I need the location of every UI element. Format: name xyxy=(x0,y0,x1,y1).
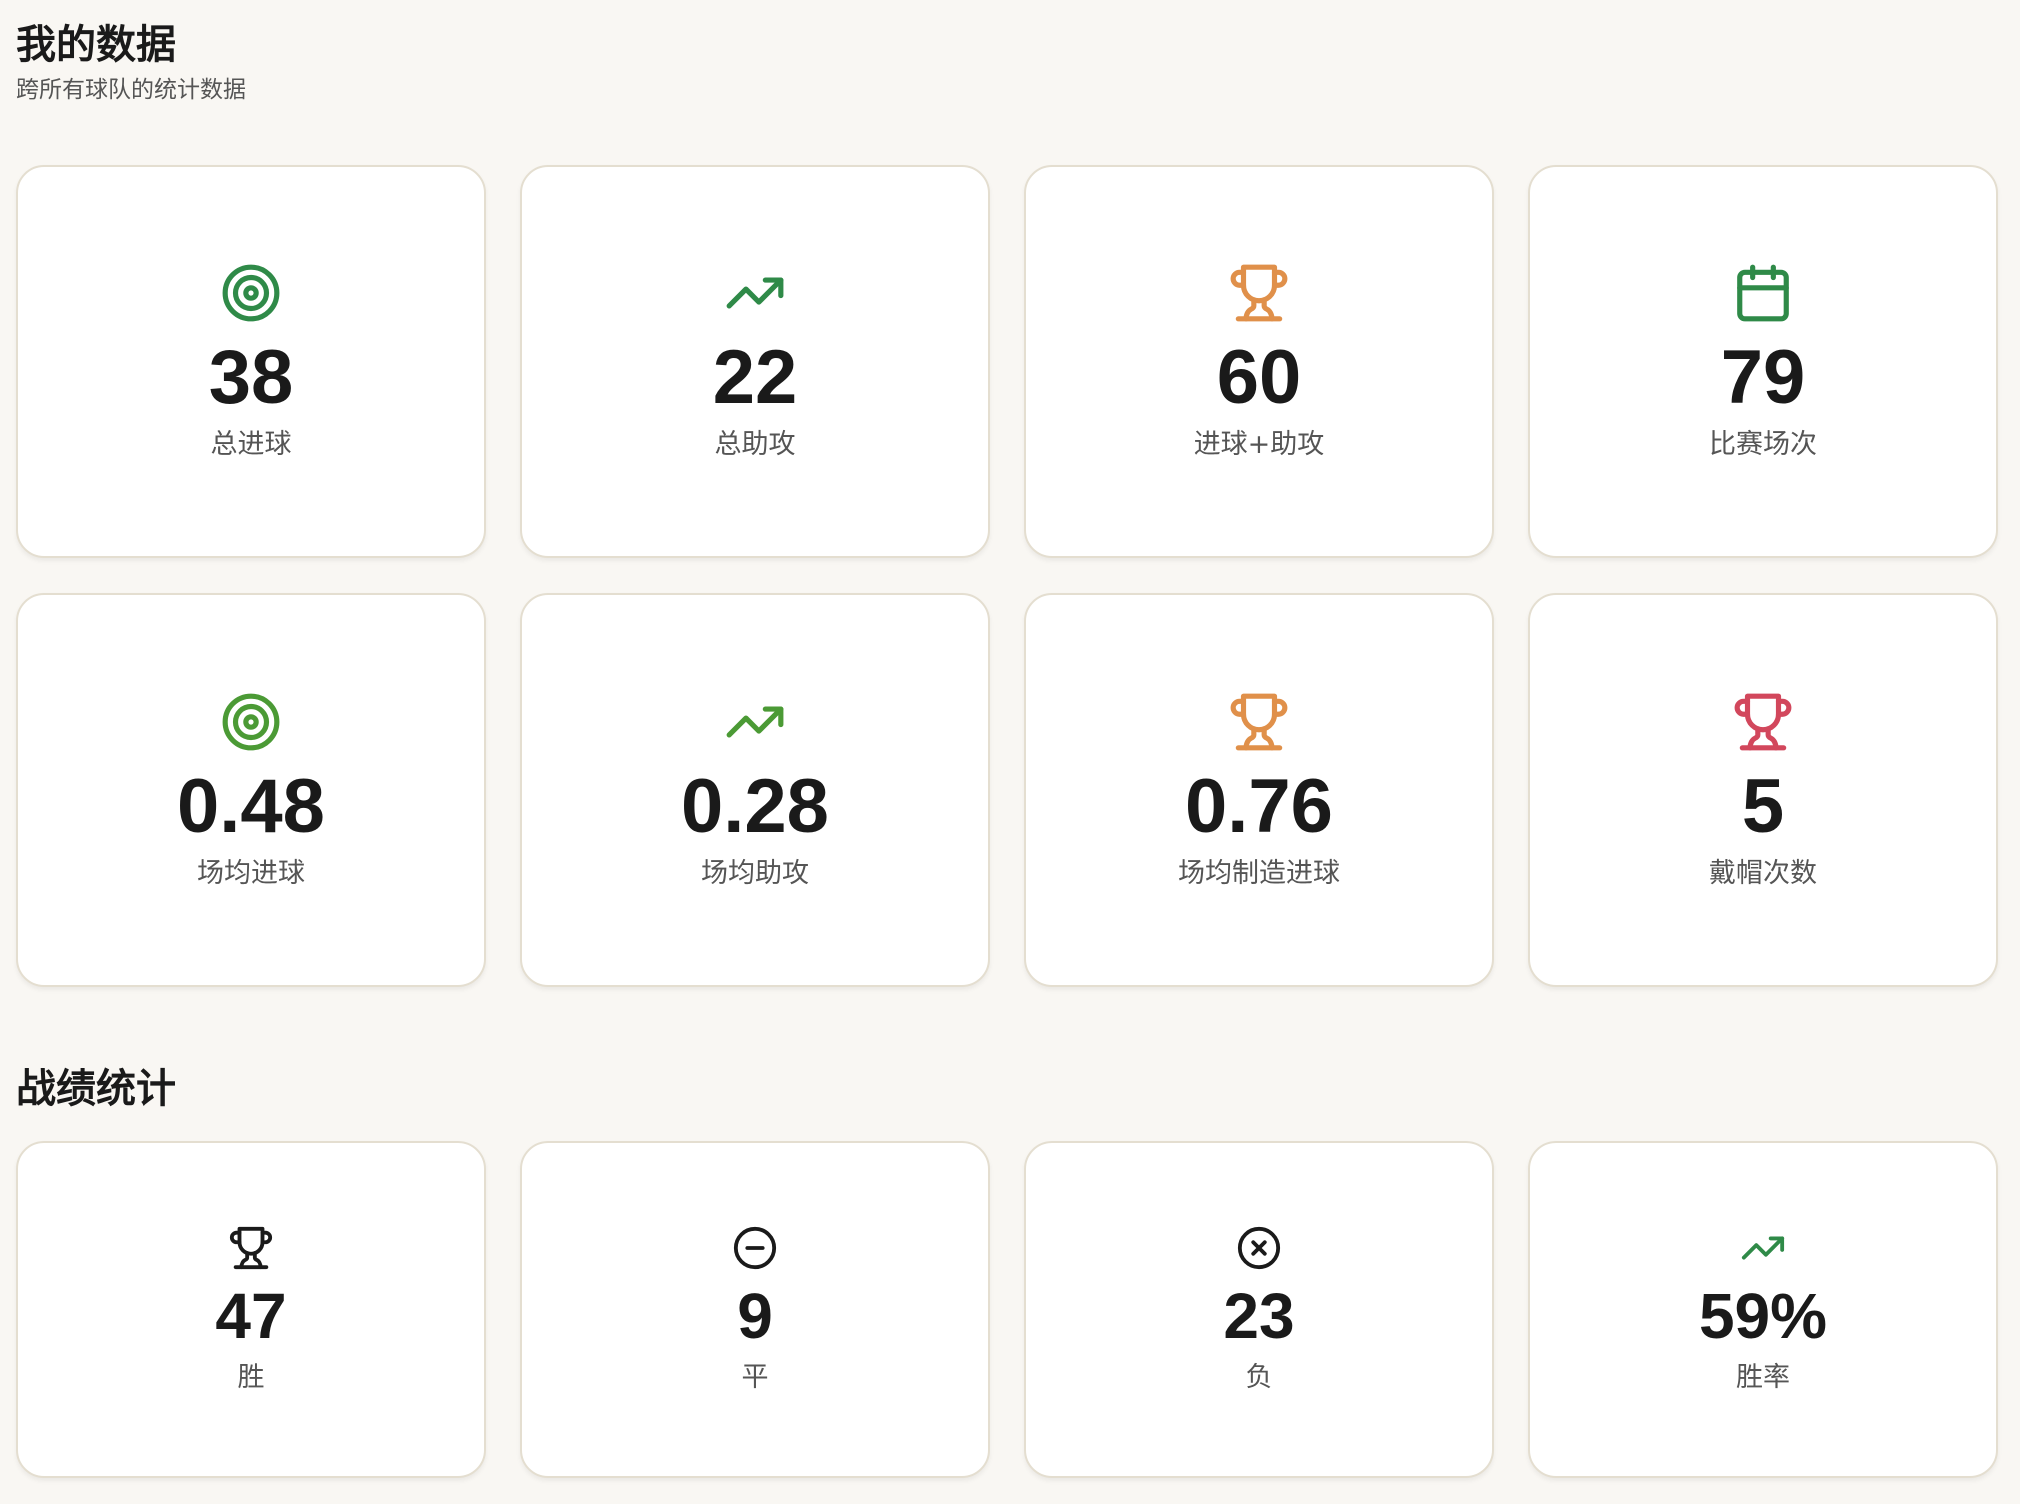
trending-up-icon xyxy=(726,706,784,737)
stat-card: 0.48 场均进球 xyxy=(16,593,486,987)
stat-value: 47 xyxy=(215,1280,287,1352)
stat-label: 总进球 xyxy=(210,429,292,460)
stat-value: 0.28 xyxy=(681,763,829,849)
stat-value: 23 xyxy=(1223,1280,1295,1352)
stat-value: 79 xyxy=(1720,335,1806,420)
stat-card: 0.28 场均助攻 xyxy=(520,593,990,987)
stats-grid: 38 总进球 22 总助攻 60 进球+助攻 79 比赛场次 0.48 场均进球 0.28 场均助攻 0… xyxy=(16,165,1998,987)
trophy-icon xyxy=(1230,693,1288,750)
stat-card: 23 负 xyxy=(1024,1141,1494,1478)
trophy-icon xyxy=(1230,264,1288,322)
stat-label: 场均制造进球 xyxy=(1178,857,1340,889)
stat-value: 0.76 xyxy=(1185,763,1333,849)
stat-card: 0.76 场均制造进球 xyxy=(1024,593,1494,987)
circle-x-icon xyxy=(1237,1226,1281,1270)
stat-label: 比赛场次 xyxy=(1709,429,1817,460)
trophy-icon xyxy=(229,1226,273,1270)
stat-label: 戴帽次数 xyxy=(1709,857,1817,889)
stat-card: 38 总进球 xyxy=(16,165,486,558)
stat-label: 场均助攻 xyxy=(701,857,809,889)
target-icon xyxy=(222,264,280,322)
page-subtitle: 跨所有球队的统计数据 xyxy=(16,77,246,103)
trending-up-icon xyxy=(1741,1236,1785,1260)
stat-label: 总助攻 xyxy=(714,429,796,460)
page-title: 我的数据 xyxy=(16,22,176,68)
stat-value: 59% xyxy=(1698,1280,1828,1352)
stat-card: 59% 胜率 xyxy=(1528,1141,1998,1478)
circle-minus-icon xyxy=(733,1226,777,1270)
stat-value: 38 xyxy=(208,335,294,420)
stat-card: 47 胜 xyxy=(16,1141,486,1478)
stat-label: 胜 xyxy=(237,1362,265,1393)
record-grid: 47 胜 9 平 23 负 59% 胜率 xyxy=(16,1141,1998,1478)
stat-label: 场均进球 xyxy=(197,857,305,889)
stat-card: 22 总助攻 xyxy=(520,165,990,558)
trophy-icon xyxy=(1734,693,1792,750)
stat-card: 5 戴帽次数 xyxy=(1528,593,1998,987)
target-icon xyxy=(222,693,280,750)
record-section-title: 战绩统计 xyxy=(16,1066,176,1112)
stat-label: 进球+助攻 xyxy=(1193,429,1325,460)
stat-value: 22 xyxy=(712,335,798,420)
stat-label: 胜率 xyxy=(1736,1362,1790,1393)
stat-value: 9 xyxy=(737,1280,773,1352)
stat-card: 60 进球+助攻 xyxy=(1024,165,1494,558)
stat-card: 79 比赛场次 xyxy=(1528,165,1998,558)
stat-label: 平 xyxy=(741,1362,769,1393)
stat-value: 5 xyxy=(1741,763,1785,849)
stat-value: 0.48 xyxy=(177,763,325,849)
calendar-icon xyxy=(1737,264,1789,322)
stat-label: 负 xyxy=(1245,1362,1273,1393)
trending-up-icon xyxy=(726,277,784,309)
stat-value: 60 xyxy=(1216,335,1302,420)
